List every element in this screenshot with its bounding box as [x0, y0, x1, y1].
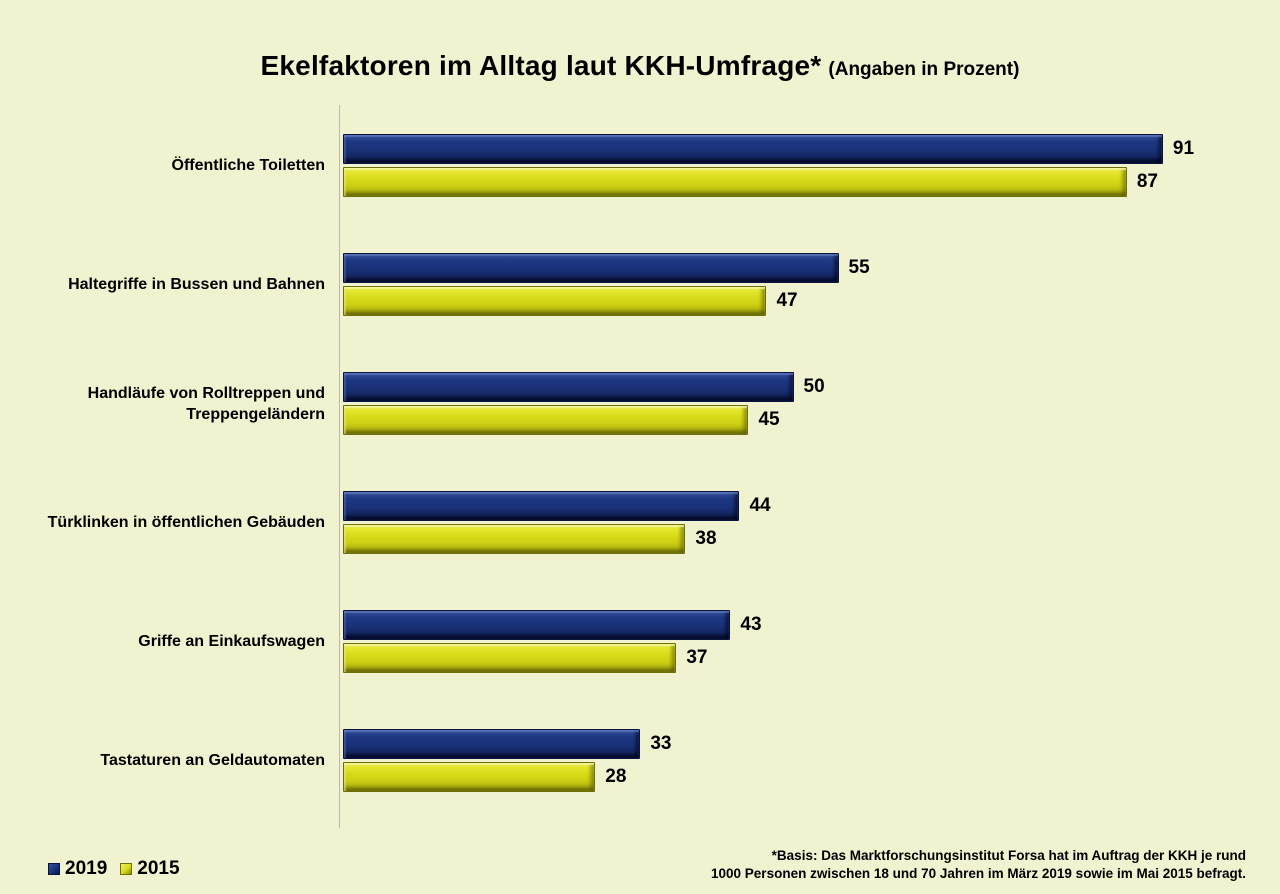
value-label-2019: 43 [740, 614, 762, 635]
value-label-2019: 44 [749, 495, 771, 516]
bar-line-2019: 33 [343, 729, 1244, 759]
value-label-2015: 45 [758, 409, 780, 430]
bar-line-2019: 55 [343, 253, 1244, 283]
bar-line-2019: 44 [343, 491, 1244, 521]
legend-swatch-2015-icon [120, 863, 133, 875]
bar-line-2015: 87 [343, 167, 1244, 197]
chart-area: Öffentliche Toiletten 91 87 Haltegriffe … [0, 105, 1280, 828]
chart-title-sub: (Angaben in Prozent) [828, 59, 1020, 80]
category-group: Handläufe von Rolltreppen und Treppengel… [0, 372, 1280, 435]
value-label-2019: 33 [650, 733, 672, 754]
value-label-2015: 37 [686, 647, 708, 668]
legend-label-2019: 2019 [65, 858, 108, 879]
legend-item-2015: 2015 [120, 858, 180, 880]
legend: 2019 2015 [48, 858, 180, 880]
bar-2015 [343, 762, 596, 792]
value-label-2015: 28 [605, 766, 627, 787]
legend-item-2019: 2019 [48, 858, 107, 880]
bar-2019 [343, 610, 731, 640]
value-label-2015: 47 [776, 290, 798, 311]
legend-label-2015: 2015 [137, 858, 180, 879]
bar-pair: 33 28 [340, 729, 1244, 792]
bar-rows: Öffentliche Toiletten 91 87 Haltegriffe … [0, 105, 1280, 792]
bar-pair: 55 47 [340, 253, 1244, 316]
value-label-2015: 87 [1136, 171, 1158, 192]
category-group: Haltegriffe in Bussen und Bahnen 55 47 [0, 253, 1280, 316]
value-label-2019: 91 [1172, 138, 1195, 159]
source-footnote-line2: 1000 Personen zwischen 18 und 70 Jahren … [711, 866, 1246, 881]
bar-line-2015: 38 [343, 524, 1244, 554]
bar-line-2015: 37 [343, 643, 1244, 673]
value-label-2015: 38 [695, 528, 717, 549]
chart-title: Ekelfaktoren im Alltag laut KKH-Umfrage*… [0, 0, 1280, 82]
category-label: Öffentliche Toiletten [171, 157, 325, 174]
bar-pair: 44 38 [340, 491, 1244, 554]
category-label: Türklinken in öffentlichen Gebäuden [47, 514, 325, 531]
legend-swatch-2019-icon [48, 863, 60, 875]
bar-2019 [343, 134, 1163, 164]
bar-2015 [343, 643, 677, 673]
chart-title-main: Ekelfaktoren im Alltag laut KKH-Umfrage* [260, 50, 822, 81]
value-label-2019: 50 [803, 376, 825, 397]
category-label: Handläufe von Rolltreppen und Treppengel… [87, 384, 325, 423]
category-group: Türklinken in öffentlichen Gebäuden 44 3… [0, 491, 1280, 554]
bar-2019 [343, 491, 740, 521]
value-label-2019: 55 [848, 257, 870, 278]
bar-line-2019: 50 [343, 372, 1244, 402]
bar-line-2015: 47 [343, 286, 1244, 316]
bar-2015 [343, 405, 749, 435]
bar-2019 [343, 372, 794, 402]
bar-line-2019: 43 [343, 610, 1244, 640]
category-group: Öffentliche Toiletten 91 87 [0, 134, 1280, 197]
category-group: Griffe an Einkaufswagen 43 37 [0, 610, 1280, 673]
bar-line-2015: 28 [343, 762, 1244, 792]
bar-line-2019: 91 [343, 134, 1244, 164]
category-label: Haltegriffe in Bussen und Bahnen [68, 276, 325, 293]
bar-pair: 50 45 [340, 372, 1244, 435]
source-footnote-line1: *Basis: Das Marktforschungsinstitut Fors… [771, 848, 1246, 863]
category-label: Tastaturen an Geldautomaten [100, 752, 325, 769]
bar-pair: 91 87 [340, 134, 1244, 197]
bar-2015 [343, 167, 1127, 197]
category-group: Tastaturen an Geldautomaten 33 28 [0, 729, 1280, 792]
bar-line-2015: 45 [343, 405, 1244, 435]
bar-2015 [343, 286, 767, 316]
source-footnote: *Basis: Das Marktforschungsinstitut Fors… [711, 847, 1246, 883]
bar-2019 [343, 253, 839, 283]
bar-pair: 43 37 [340, 610, 1244, 673]
y-axis-line [339, 105, 340, 828]
bar-2019 [343, 729, 641, 759]
category-label: Griffe an Einkaufswagen [138, 633, 325, 650]
bar-2015 [343, 524, 686, 554]
